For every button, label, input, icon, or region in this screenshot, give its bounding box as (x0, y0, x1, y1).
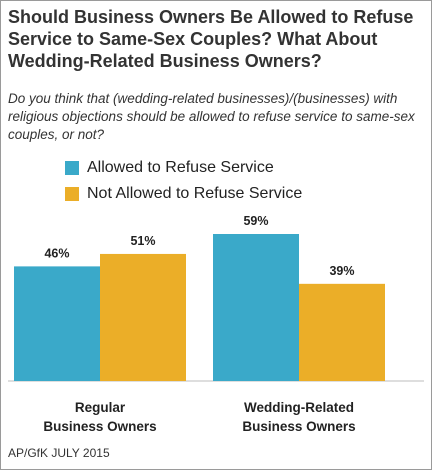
data-label-not-allowed-0: 51% (130, 234, 155, 248)
data-label-allowed-1: 59% (243, 214, 268, 228)
legend-item-allowed: Allowed to Refuse Service (65, 156, 302, 180)
category-label-1-line-0: Wedding-Related (244, 400, 354, 415)
chart-title: Should Business Owners Be Allowed to Ref… (8, 7, 414, 71)
bar-not-allowed-1 (299, 283, 385, 381)
legend-item-not-allowed: Not Allowed to Refuse Service (65, 182, 302, 206)
legend: Allowed to Refuse Service Not Allowed to… (65, 156, 302, 208)
legend-label-allowed: Allowed to Refuse Service (87, 159, 274, 176)
legend-label-not-allowed: Not Allowed to Refuse Service (87, 185, 303, 202)
chart-subtitle: Do you think that (wedding-related busin… (8, 91, 415, 142)
data-label-not-allowed-1: 39% (329, 264, 354, 278)
legend-swatch-not-allowed (65, 187, 79, 201)
category-label-0-line-1: Business Owners (43, 419, 156, 434)
bar-allowed-1 (213, 234, 299, 381)
category-label-1-line-1: Business Owners (242, 419, 355, 434)
source-note: AP/GfK JULY 2015 (8, 446, 110, 460)
bar-allowed-0 (14, 266, 100, 381)
legend-swatch-allowed (65, 161, 79, 175)
bar-not-allowed-0 (100, 253, 186, 381)
data-label-allowed-0: 46% (44, 246, 69, 260)
category-label-0-line-0: Regular (75, 400, 126, 415)
